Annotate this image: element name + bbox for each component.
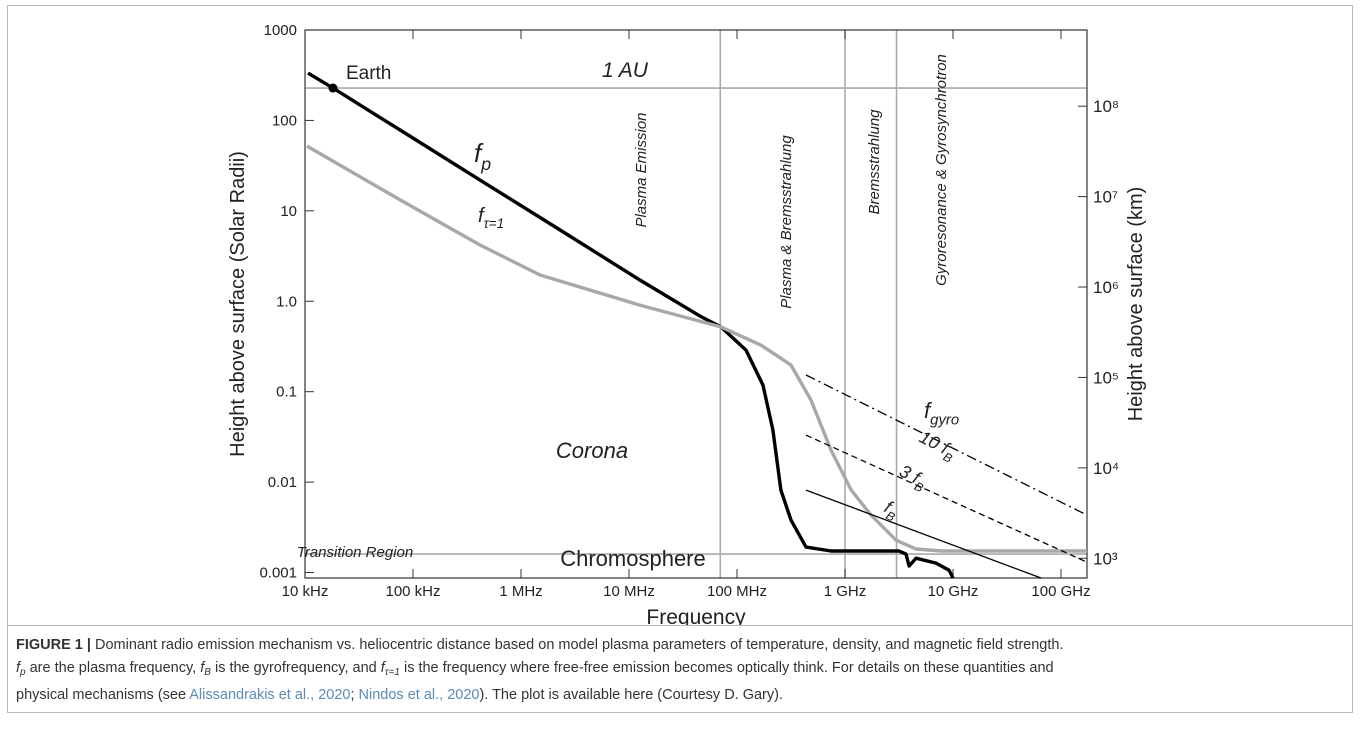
- x-axis-title: Frequency: [646, 606, 746, 625]
- curve-label: fτ=1: [478, 205, 504, 231]
- caption-text: physical mechanisms (see: [16, 687, 190, 703]
- caption-text: is the frequency where free-free emissio…: [399, 659, 1054, 676]
- x-tick-label: 100 GHz: [1031, 583, 1090, 600]
- caption-text: B: [204, 666, 211, 678]
- y-tick-label: 1.0: [276, 293, 297, 310]
- caption-line: fp are the plasma frequency, fB is the g…: [16, 657, 1346, 685]
- y-tick-label: 10: [280, 203, 297, 220]
- curve-label-base: f: [478, 205, 486, 227]
- caption-line: physical mechanisms (see Alissandrakis e…: [16, 684, 1346, 707]
- region-label: Plasma & Bremsstrahlung: [778, 135, 795, 309]
- y2-tick-label: 10⁷: [1093, 188, 1118, 207]
- y2-tick-label: 10⁴: [1093, 459, 1119, 478]
- annotation: Chromosphere: [560, 546, 706, 571]
- y-tick-label: 0.1: [276, 384, 297, 401]
- caption-text: ;: [350, 687, 359, 703]
- x-tick-label: 1 MHz: [499, 583, 542, 600]
- series-line: [306, 144, 1087, 553]
- y2-tick-label: 10⁶: [1093, 278, 1119, 297]
- series-line: [805, 434, 1088, 563]
- x-tick-label: 100 kHz: [385, 583, 440, 600]
- x-tick-label: 1 GHz: [824, 583, 867, 600]
- curve-label-sub: p: [480, 154, 491, 174]
- caption-text: p: [20, 666, 26, 678]
- point-label: Earth: [346, 63, 391, 84]
- group-label-sub: gyro: [930, 412, 959, 429]
- caption-line: FIGURE 1 | Dominant radio emission mecha…: [16, 634, 1346, 657]
- curve-label: 3 fB: [894, 461, 930, 496]
- caption: FIGURE 1 | Dominant radio emission mecha…: [16, 634, 1346, 707]
- y-tick-label: 1000: [264, 22, 297, 39]
- plot-frame: [304, 29, 1088, 579]
- curve-label: fB: [879, 497, 902, 525]
- x-tick-label: 10 kHz: [282, 583, 329, 600]
- x-tick-label: 10 MHz: [603, 583, 655, 600]
- series-line: [805, 374, 1088, 516]
- figure-border: [7, 5, 1353, 713]
- caption-link[interactable]: Nindos et al., 2020: [358, 687, 480, 703]
- caption-text: f: [16, 659, 21, 676]
- reference-label: Transition Region: [297, 544, 413, 561]
- y-tick-label: 100: [272, 112, 297, 129]
- caption-text: f: [200, 659, 205, 676]
- caption-text: are the plasma frequency,: [25, 659, 201, 676]
- chart: 10 kHz 100 kHz 1 MHz 10 MHz 100 MHz 1 GHz 10 G…: [227, 22, 1147, 625]
- region-label: Bremsstrahlung: [866, 109, 883, 215]
- region-label: Gyroresonance & Gyrosynchrotron: [933, 54, 950, 286]
- earth-point: [328, 83, 338, 93]
- y2-axis-title: Height above surface (km): [1125, 187, 1147, 422]
- y2-tick-label: 10⁵: [1093, 368, 1119, 387]
- curve-label-sub: τ=1: [484, 216, 505, 231]
- y-tick-label: 0.01: [268, 474, 297, 491]
- caption-link[interactable]: Alissandrakis et al., 2020: [189, 687, 351, 703]
- y-tick-label: 0.001: [259, 565, 297, 582]
- group-label-base: f: [924, 398, 933, 423]
- x-tick-label: 100 MHz: [707, 583, 767, 600]
- curve-label-base: f: [474, 138, 484, 168]
- curve-label: fp: [474, 138, 491, 174]
- series-line: [307, 71, 955, 579]
- caption-text: FIGURE 1 |: [16, 637, 95, 653]
- region-label: Plasma Emission: [633, 112, 650, 227]
- y2-tick-label: 10³: [1093, 549, 1118, 568]
- group-label: fgyro: [924, 398, 959, 429]
- x-tick-label: 10 GHz: [928, 583, 979, 600]
- caption-text: f: [380, 659, 385, 676]
- caption-text: τ=1: [384, 666, 400, 678]
- y2-tick-label: 10⁸: [1093, 97, 1119, 116]
- caption-text: Dominant radio emission mechanism vs. he…: [95, 637, 1064, 653]
- caption-text: is the gyrofrequency, and: [210, 659, 381, 676]
- caption-text: ). The plot is available here (Courtesy …: [479, 687, 783, 703]
- annotation: Corona: [556, 438, 628, 463]
- caption-divider: [8, 625, 1352, 626]
- y-axis-title: Height above surface (Solar Radii): [227, 151, 249, 457]
- reference-label: 1 AU: [602, 59, 649, 82]
- series-line: [805, 489, 1042, 579]
